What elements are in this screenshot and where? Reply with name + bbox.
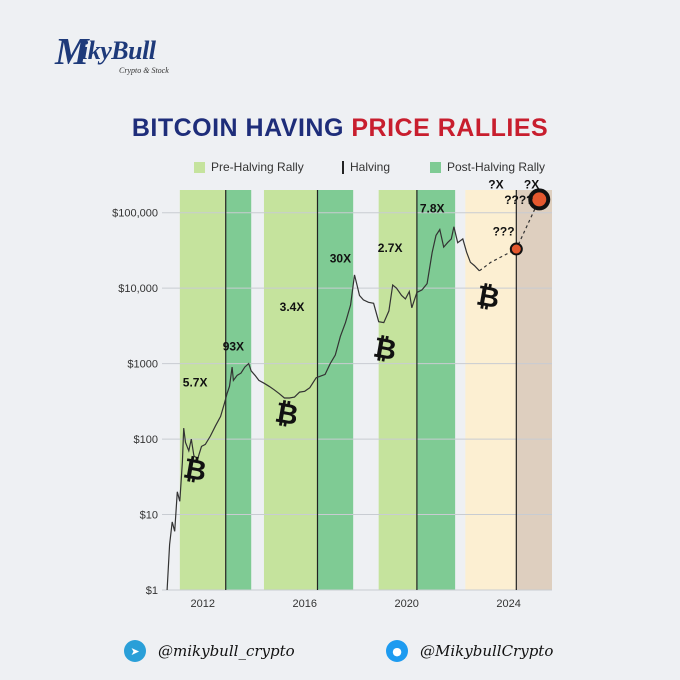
legend-item-post: Post-Halving Rally	[430, 160, 545, 174]
legend-label-pre: Pre-Halving Rally	[211, 160, 304, 174]
x-tick-label: 2016	[293, 598, 317, 610]
rally-label: 30X	[330, 251, 351, 265]
twitter-handle: @MikybullCrypto	[420, 642, 554, 660]
halving-lines	[225, 190, 517, 590]
rally-label: 7.8X	[420, 202, 445, 216]
legend-swatch-halving	[342, 160, 344, 174]
x-tick-label: 2020	[394, 598, 418, 610]
band-post-3	[317, 190, 354, 590]
projection-marker	[528, 188, 551, 211]
grid-lines	[162, 212, 552, 591]
legend-label-post: Post-Halving Rally	[447, 160, 546, 174]
band-pre-2	[263, 190, 318, 590]
twitter-link[interactable]: ● @MikybullCrypto	[386, 640, 553, 662]
brand-tagline: Crypto & Stock	[119, 66, 169, 75]
rally-label: 93X	[223, 339, 244, 353]
rally-label: ???	[493, 224, 515, 238]
rally-label: ?X	[524, 177, 539, 191]
rally-label: ????	[504, 193, 533, 207]
x-tick-label: 2024	[496, 598, 520, 610]
legend: Pre-Halving Rally Halving Post-Halving R…	[0, 160, 680, 178]
telegram-icon: ➤	[124, 640, 146, 662]
rally-label: 2.7X	[378, 241, 403, 255]
band-post-1	[225, 190, 252, 590]
halving-bands	[179, 190, 552, 590]
y-tick-label: $100,000	[112, 208, 158, 220]
y-tick-label: $1000	[127, 359, 158, 371]
telegram-handle: @mikybull_crypto	[158, 642, 295, 660]
band-pre-0	[179, 190, 226, 590]
band-future_pre-6	[465, 190, 517, 590]
projection	[479, 188, 551, 272]
chart-title-part1: BITCOIN HAVING	[131, 114, 344, 142]
footer: ➤ @mikybull_crypto ● @MikybullCrypto	[0, 630, 680, 670]
y-tick-label: $10	[140, 510, 158, 522]
chart-title: BITCOIN HAVING PRICE RALLIES	[0, 114, 680, 143]
twitter-icon: ●	[386, 640, 408, 662]
projection-line	[479, 199, 540, 272]
price-series	[166, 226, 480, 591]
legend-item-halving: Halving	[342, 160, 390, 174]
bitcoin-icon: ₿	[371, 330, 399, 366]
brand-logo: M ikyBull Crypto & Stock	[55, 30, 195, 80]
bitcoin-icon: ₿	[273, 396, 301, 432]
brand-name: ikyBull	[81, 36, 156, 65]
band-pre-4	[378, 190, 417, 590]
y-tick-label: $10,000	[118, 283, 158, 295]
bitcoin-icon: ₿	[474, 279, 502, 315]
x-tick-label: 2012	[191, 598, 215, 610]
band-post-5	[416, 190, 456, 590]
legend-swatch-post	[430, 161, 441, 173]
telegram-link[interactable]: ➤ @mikybull_crypto	[124, 640, 295, 662]
bitcoin-icons: ₿ ₿ ₿ ₿	[181, 279, 502, 488]
legend-swatch-pre	[194, 161, 205, 173]
projection-marker	[509, 242, 523, 256]
chart-title-part2: PRICE RALLIES	[351, 114, 549, 142]
bitcoin-icon: ₿	[181, 451, 209, 487]
price-line-0	[166, 226, 480, 591]
band-future_post-7	[516, 190, 552, 590]
rally-label: ?X	[488, 177, 503, 191]
y-axis-ticks: $1 $10 $100 $1000 $10,000 $100,000	[112, 208, 158, 597]
y-tick-label: $1	[146, 585, 158, 597]
x-axis-ticks: 2012 2016 2020 2024	[191, 598, 521, 610]
rally-label: 5.7X	[183, 375, 208, 389]
y-tick-label: $100	[134, 434, 158, 446]
rally-label: 3.4X	[280, 300, 305, 314]
logo-mark: M	[55, 31, 89, 73]
legend-label-halving: Halving	[350, 160, 391, 174]
legend-item-pre: Pre-Halving Rally	[194, 160, 304, 174]
